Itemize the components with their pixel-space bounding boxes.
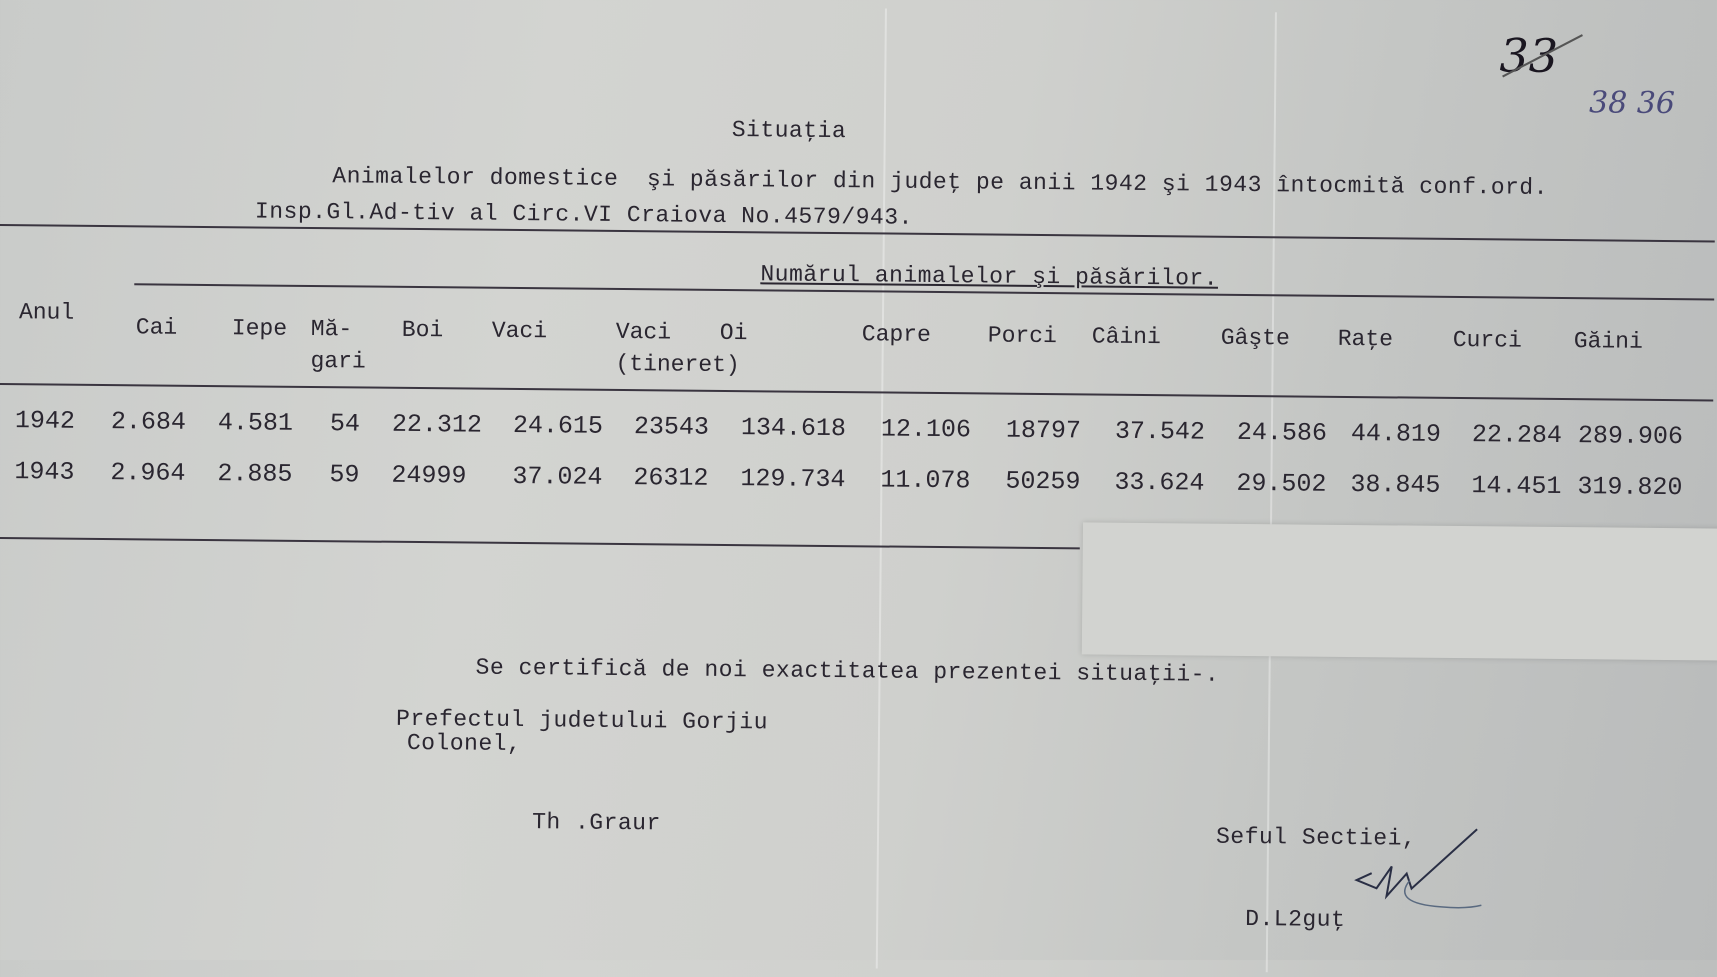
table-cell: 319.820: [1577, 472, 1683, 503]
table-cell: 37.024: [512, 461, 603, 492]
header-rule: [0, 382, 1714, 402]
subtitle-line-2: Insp.Gl.Ad-tiv al Circ.VI Craiova No.457…: [254, 198, 913, 231]
column-header: Raţe: [1337, 325, 1394, 353]
table-cell: 29.502: [1236, 468, 1327, 499]
livestock-table: Anul Cai Iepe Mă- gari Boi Vaci Vaci (tineret)…: [0, 0, 1717, 502]
column-header: Găini: [1573, 328, 1643, 355]
subtitle-line-1: Animalelor domestice şi păsărilor din ju…: [332, 163, 1549, 201]
group-header: Numărul animalelor şi păsărilor.: [760, 261, 1219, 292]
table-cell: 134.618: [740, 413, 847, 444]
table-cell: 12.106: [880, 414, 972, 445]
column-header: Anul: [18, 299, 75, 326]
table-cell: 26312: [633, 463, 709, 493]
column-header: Capre: [861, 321, 931, 348]
page-number-annotation-alt: 38 36: [1588, 85, 1676, 122]
signature-scribble: [1354, 828, 1482, 909]
table-cell: 2.885: [217, 459, 293, 489]
table-cell: 54: [329, 409, 361, 439]
column-header: Curci: [1452, 326, 1522, 354]
section-chief-name: D.L2guţ: [1245, 905, 1346, 933]
prefect-name: Th .Graur: [532, 809, 661, 837]
document-title: Situaţia: [731, 117, 847, 145]
table-cell: 24.615: [512, 410, 604, 441]
column-header: Porci: [987, 322, 1057, 350]
row-year: 1943: [14, 457, 75, 487]
prefect-rank: Colonel,: [406, 729, 522, 758]
table-cell: 24.586: [1236, 417, 1328, 448]
table-cell: 44.819: [1350, 418, 1442, 449]
column-header: Mă- gari: [310, 315, 366, 375]
column-header: Vaci: [491, 317, 548, 345]
table-cell: 38.845: [1350, 469, 1441, 500]
table-cell: 2.964: [110, 458, 186, 488]
column-header: Câini: [1091, 323, 1161, 351]
certification-text: Se certifică de noi exactitatea prezente…: [475, 654, 1220, 688]
table-cell: 11.078: [880, 465, 971, 496]
table-cell: 22.284: [1471, 420, 1563, 451]
table-cell: 59: [329, 460, 360, 490]
table-cell: 33.624: [1114, 467, 1205, 498]
table-cell: 22.312: [391, 409, 483, 440]
table-cell: 18797: [1005, 415, 1082, 446]
table-bottom-rule: [0, 536, 1080, 550]
table-cell: 24999: [391, 460, 467, 491]
table-cell: 14.451: [1471, 471, 1562, 502]
column-header: Iepe: [231, 315, 288, 342]
table-cell: 37.542: [1114, 416, 1206, 447]
table-cell: 23543: [633, 412, 710, 442]
column-header: Cai: [135, 314, 178, 341]
table-cell: 50259: [1005, 466, 1081, 497]
column-header: Gâşte: [1220, 324, 1290, 352]
table-cell: 2.684: [110, 407, 187, 437]
paper-patch: [1081, 522, 1717, 661]
column-header: Boi: [401, 316, 444, 344]
table-cell: 4.581: [217, 408, 294, 438]
table-cell: 129.734: [740, 464, 846, 495]
row-year: 1942: [14, 406, 76, 436]
column-header: Oi: [719, 319, 748, 347]
table-cell: 289.906: [1577, 421, 1684, 452]
